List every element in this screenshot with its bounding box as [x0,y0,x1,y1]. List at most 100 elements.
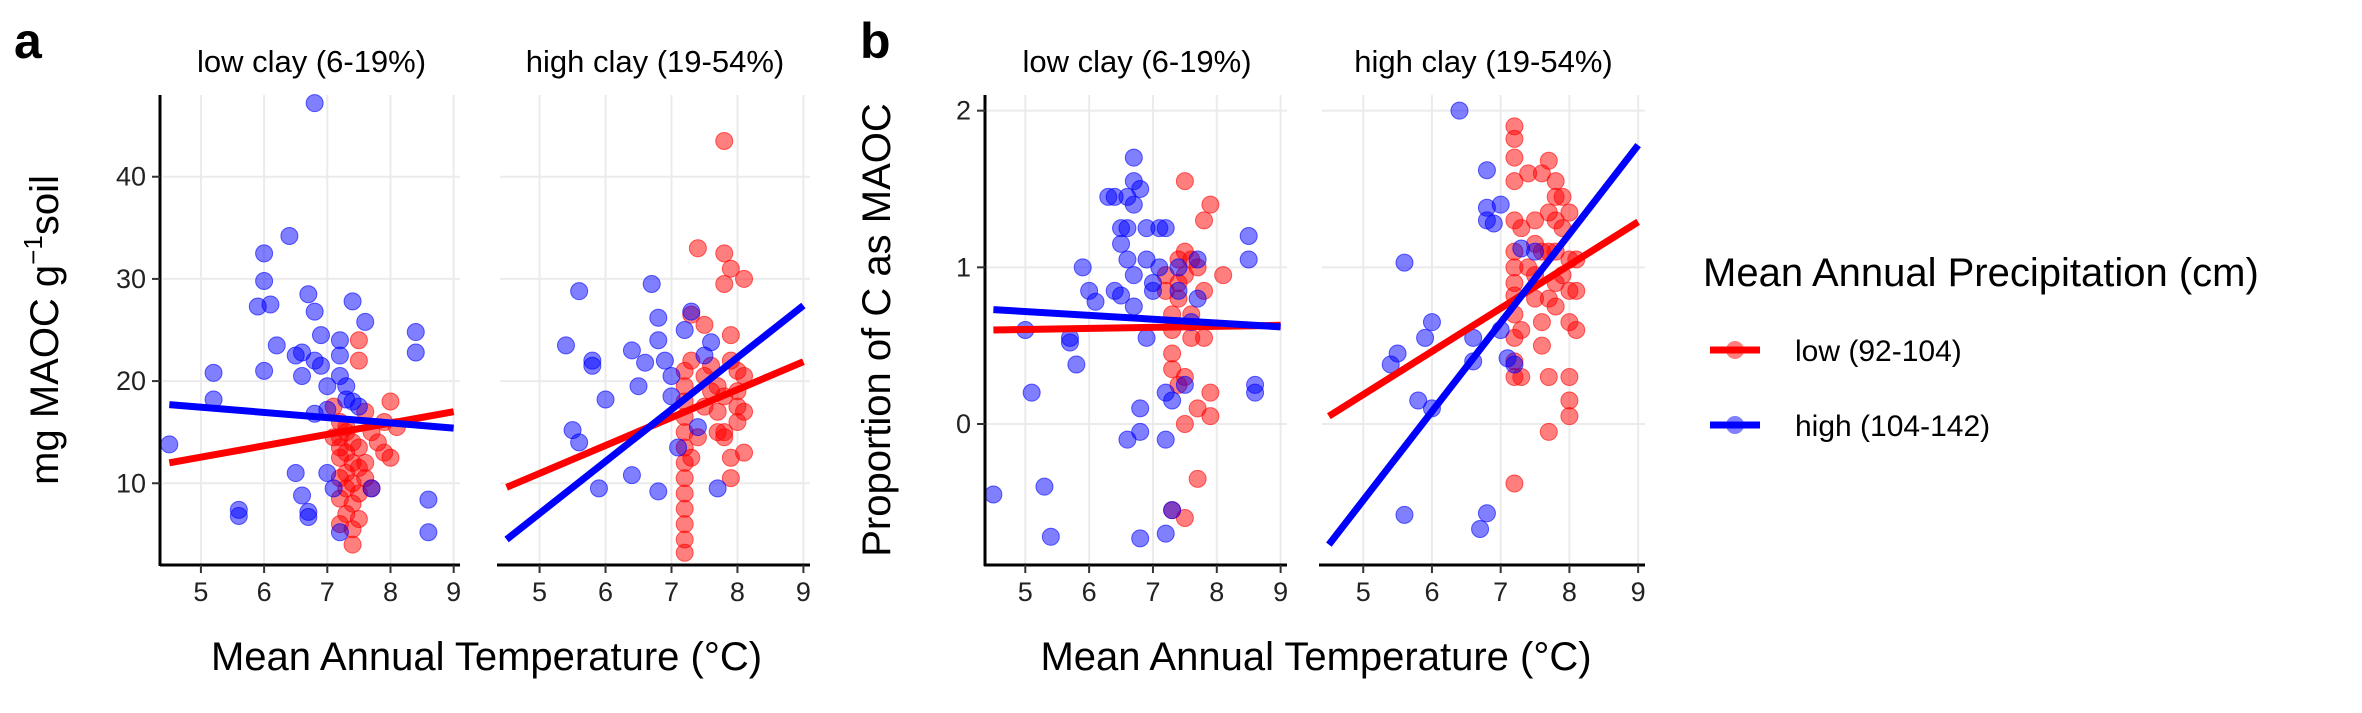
data-point [1137,328,1156,347]
data-point [688,418,707,437]
x-tick-label: 9 [796,577,811,607]
data-point [1163,391,1182,410]
data-point [1188,469,1207,488]
data-point [688,239,707,258]
data-point [1526,211,1545,230]
data-point [381,448,400,467]
data-point [721,326,740,345]
data-point [1163,344,1182,363]
data-point [662,387,681,406]
data-point [1156,524,1175,543]
data-point [255,361,274,380]
data-point [1124,195,1143,214]
data-point [286,464,305,483]
fit-line [168,408,455,467]
facet-title: low clay (6-19%) [1022,44,1251,79]
legend-key-point-high [1726,416,1744,434]
data-point [305,94,324,113]
y-tick-label: 40 [116,162,146,192]
data-point [721,259,740,278]
data-point [1560,391,1579,410]
data-point [1041,527,1060,546]
data-point [583,356,602,375]
x-tick-label: 5 [1356,577,1371,607]
x-tick-label: 9 [1631,577,1646,607]
data-point [1471,519,1490,538]
data-point [1505,355,1524,374]
data-point [381,392,400,411]
data-point [622,466,641,485]
data-point [1409,391,1428,410]
data-point [318,377,337,396]
panel-label-a: a [14,13,43,69]
x-tick-label: 8 [383,577,398,607]
y-tick-label: 2 [956,96,971,126]
x-tick-label: 8 [1562,577,1577,607]
x-tick-label: 6 [1424,577,1439,607]
data-point [1505,474,1524,493]
data-point [636,353,655,372]
data-point [1512,321,1531,339]
data-point [255,244,274,263]
data-point [655,351,674,370]
data-point [280,227,299,245]
x-tick-label: 8 [730,577,745,607]
fit-line [1327,218,1640,420]
data-point [1532,313,1551,332]
data-point [349,331,368,350]
data-point [1156,430,1175,449]
data-point [204,363,223,382]
data-point [318,464,337,483]
panel-label-b: b [860,13,891,69]
data-point [324,479,343,498]
data-point [675,484,694,503]
data-point [311,356,330,375]
data-point [356,312,375,331]
data-point [1246,375,1265,394]
data-point [330,346,349,365]
data-point [160,435,179,454]
data-point [984,485,1003,504]
data-point [1239,227,1258,245]
data-point [406,323,425,342]
y-axis-title: Proportion of C as MAOC [855,103,899,557]
data-point [715,244,734,263]
data-point [1086,292,1105,311]
data-point [1188,289,1207,308]
data-point [1505,148,1524,167]
panel-a: low clay (6-19%) 5 6 7 8 9 high clay (19-54%) 5… [18,44,811,679]
data-point [1124,266,1143,285]
data-point [622,341,641,360]
data-point [1073,258,1092,277]
data-point [349,438,368,457]
legend-item-high: high (104-142) [1710,410,1990,443]
data-point [330,523,349,542]
x-tick-label: 5 [532,577,547,607]
facet-b-1: low clay (6-19%) 5 6 7 8 9 [984,44,1288,607]
y-tick-label: 0 [956,409,971,439]
data-point [311,326,330,345]
data-point [702,333,721,352]
data-point [1505,129,1524,148]
data-point [1553,187,1572,206]
data-point [1214,266,1233,285]
data-point [330,331,349,350]
x-tick-label: 8 [1209,577,1224,607]
data-point [1526,242,1545,261]
data-point [1035,477,1054,496]
data-point [1124,148,1143,167]
data-point [305,302,324,321]
data-point [1477,161,1496,180]
data-point [1477,504,1496,523]
data-point [1169,258,1188,277]
data-point [1175,172,1194,191]
data-point [299,507,318,526]
data-point [1519,164,1538,183]
legend-key-point-low [1726,341,1744,359]
data-point [229,506,248,525]
data-point [682,302,701,321]
data-point [1201,195,1220,214]
data-point [649,482,668,501]
y-title-sup: −1 [18,235,48,265]
